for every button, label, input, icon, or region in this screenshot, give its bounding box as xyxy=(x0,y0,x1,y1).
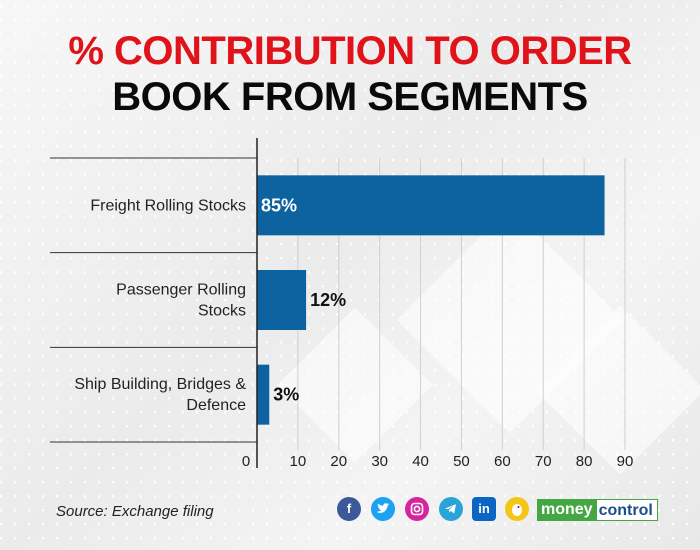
x-tick-label: 50 xyxy=(453,453,470,470)
x-tick-label: 30 xyxy=(371,453,388,470)
data-label: 85% xyxy=(261,195,297,215)
bar xyxy=(257,364,270,425)
category-label: Freight Rolling Stocks xyxy=(90,197,246,214)
x-tick-label: 0 xyxy=(242,453,250,470)
data-label: 3% xyxy=(273,385,299,405)
x-tick-label: 80 xyxy=(576,453,593,470)
chart-title: % CONTRIBUTION TO ORDER BOOK FROM SEGMEN… xyxy=(0,28,700,120)
x-tick-label: 70 xyxy=(535,453,552,470)
linkedin-icon[interactable]: in xyxy=(472,497,496,521)
bar xyxy=(257,270,307,330)
x-tick-label: 60 xyxy=(494,453,511,470)
data-label: 12% xyxy=(310,290,346,310)
x-tick-label: 20 xyxy=(330,453,347,470)
brand-part-money: money xyxy=(537,499,596,521)
category-label: Passenger Rolling Stocks xyxy=(116,282,246,320)
koo-icon[interactable] xyxy=(505,497,529,521)
telegram-icon[interactable] xyxy=(439,497,463,521)
x-tick-label: 10 xyxy=(290,453,307,470)
chart-title-line-1: % CONTRIBUTION TO ORDER xyxy=(68,29,632,73)
bar xyxy=(257,175,605,236)
moneycontrol-logo: money control xyxy=(537,499,658,521)
facebook-icon[interactable]: f xyxy=(337,497,361,521)
brand-part-control: control xyxy=(595,499,658,521)
twitter-icon[interactable] xyxy=(371,497,395,521)
category-label: Ship Building, Bridges & Defence xyxy=(74,376,246,414)
x-tick-label: 40 xyxy=(412,453,429,470)
instagram-icon[interactable] xyxy=(405,497,429,521)
source-note: Source: Exchange filing xyxy=(56,503,214,520)
x-tick-label: 90 xyxy=(617,453,634,470)
chart-title-line-2: BOOK FROM SEGMENTS xyxy=(112,75,588,119)
